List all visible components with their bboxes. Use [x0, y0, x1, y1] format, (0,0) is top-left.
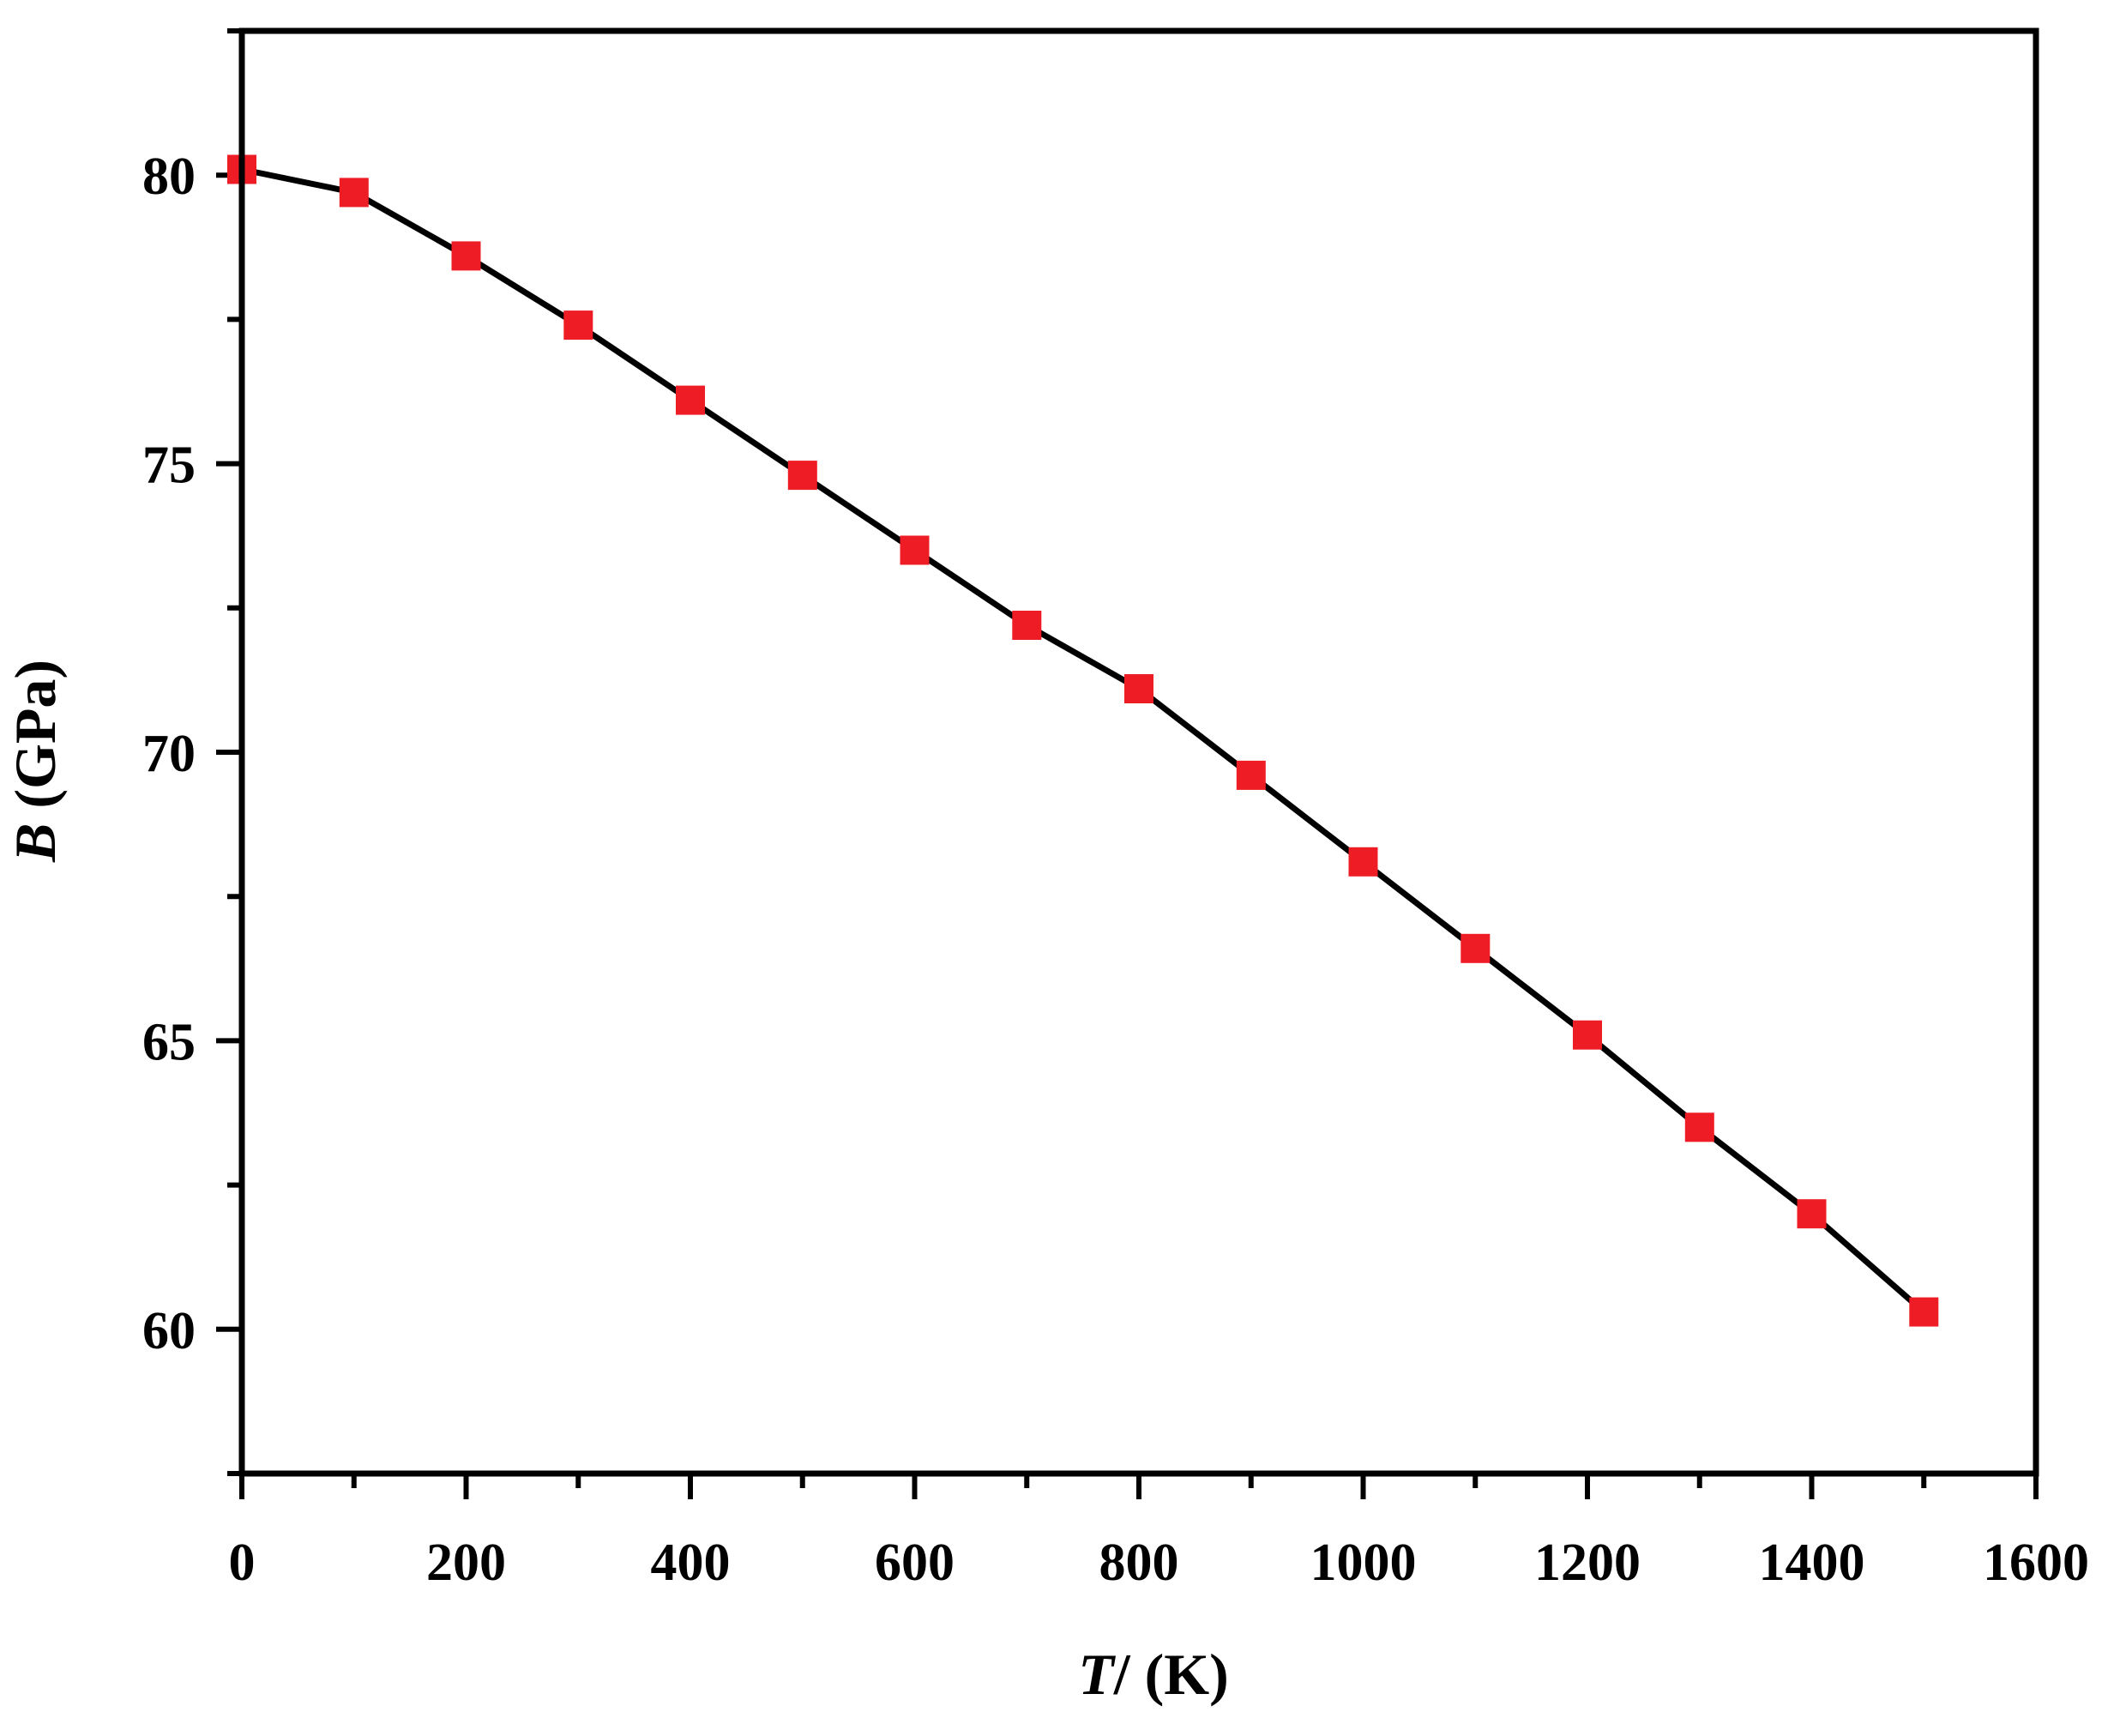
- data-point-marker: [1124, 674, 1153, 703]
- data-point-marker: [1573, 1020, 1602, 1050]
- x-tick-label: 1000: [1310, 1534, 1417, 1592]
- x-tick-label: 1200: [1534, 1534, 1641, 1592]
- y-axis-tick-labels: 60 65 70 75 80: [142, 148, 196, 1360]
- x-tick-label: 800: [1099, 1534, 1179, 1592]
- data-point-marker: [787, 461, 817, 491]
- data-point-marker: [451, 241, 481, 271]
- y-tick-label: 80: [142, 148, 196, 206]
- x-tick-label: 600: [875, 1534, 955, 1592]
- y-axis-unit: (GPa): [3, 660, 68, 823]
- y-tick-label: 70: [142, 725, 196, 783]
- data-point-marker: [1012, 611, 1042, 640]
- plot-frame: [238, 27, 2039, 1477]
- x-axis-unit: / (K): [1113, 1642, 1229, 1707]
- data-point-marker: [1684, 1112, 1714, 1142]
- x-axis-symbol: T: [1078, 1642, 1116, 1707]
- data-point-marker: [900, 535, 930, 565]
- data-point-marker: [1797, 1199, 1827, 1229]
- data-point-marker: [1909, 1297, 1939, 1327]
- data-point-marker: [1236, 760, 1266, 790]
- series-line: [238, 166, 1927, 1316]
- x-axis-tick-labels: 0 200 400 600 800 1000 1200 1400 1600: [229, 1534, 2090, 1592]
- x-tick-label: 400: [651, 1534, 731, 1592]
- y-tick-label: 65: [142, 1013, 196, 1071]
- data-point-marker: [339, 178, 369, 208]
- data-point-marker: [563, 310, 593, 341]
- data-point-marker: [1348, 847, 1378, 877]
- series-markers: [227, 154, 1939, 1327]
- y-axis-title: B (GPa): [3, 660, 68, 863]
- data-point-marker: [676, 385, 705, 415]
- x-axis-title: T/ (K): [1078, 1642, 1229, 1707]
- axis-ticks: [216, 28, 2039, 1499]
- y-tick-label: 60: [142, 1302, 196, 1360]
- data-point-marker: [1461, 933, 1491, 963]
- x-tick-label: 1600: [1983, 1534, 2089, 1592]
- y-tick-label: 75: [142, 437, 196, 495]
- x-tick-label: 200: [426, 1534, 506, 1592]
- x-tick-label: 1400: [1759, 1534, 1865, 1592]
- y-axis-symbol: B: [3, 823, 68, 863]
- x-tick-label: 0: [229, 1534, 256, 1592]
